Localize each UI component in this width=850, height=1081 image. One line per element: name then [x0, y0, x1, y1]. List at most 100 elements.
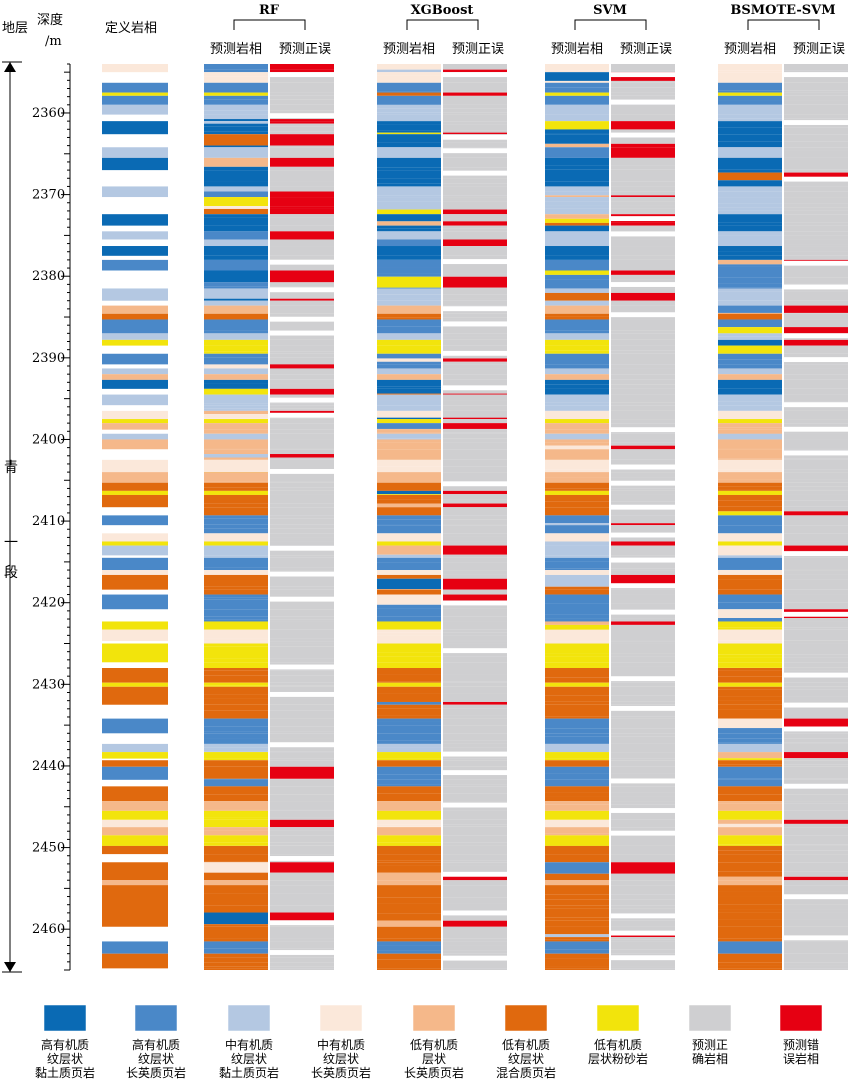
correctness-band [784, 968, 848, 970]
correctness-band [443, 968, 507, 970]
correctness-band [784, 479, 848, 483]
formation-char: 段 [4, 565, 18, 581]
correctness-band [784, 494, 848, 501]
defined-facies-band [102, 752, 168, 759]
predicted-facies-band [718, 569, 782, 571]
predicted-facies-band [204, 845, 268, 855]
predicted-facies-band [377, 718, 441, 722]
predicted-facies-band [377, 305, 441, 314]
correctness-band [784, 511, 848, 516]
predicted-facies-band [377, 743, 441, 748]
correctness-gap [443, 648, 507, 654]
model-bracket [574, 19, 647, 30]
predicted-facies-band [377, 903, 441, 914]
correctness-band [443, 439, 507, 443]
correctness-band [784, 305, 848, 313]
correctness-band [270, 574, 334, 587]
correctness-band [611, 201, 675, 206]
correctness-band [611, 926, 675, 935]
correctness-band [784, 255, 848, 260]
predicted-facies-band [545, 364, 609, 369]
correctness-band [784, 170, 848, 173]
legend-swatch-D [319, 1004, 363, 1032]
predicted-facies-band [545, 147, 609, 158]
correctness-band [270, 191, 334, 198]
correctness-band [443, 393, 507, 395]
correctness-band [784, 810, 848, 820]
correctness-band [784, 909, 848, 913]
correctness-band [443, 438, 507, 440]
legend-label: 预测正 [692, 1038, 728, 1052]
correctness-band [611, 937, 675, 940]
predicted-facies-band [204, 646, 268, 659]
predicted-facies-band [718, 170, 782, 173]
predicted-facies-band [377, 784, 441, 787]
predicted-facies-band [377, 733, 441, 741]
correctness-band [270, 537, 334, 542]
predicted-facies-band [204, 76, 268, 83]
correctness-band [784, 555, 848, 558]
depth-tick-label: 2380 [32, 269, 65, 284]
legend-swatch-E [412, 1004, 456, 1032]
correctness-band [784, 844, 848, 846]
correctness-band [270, 718, 334, 727]
correctness-band [784, 472, 848, 480]
predicted-facies-band [204, 525, 268, 529]
correctness-band [270, 962, 334, 967]
legend-label: 误岩相 [783, 1051, 819, 1066]
correctness-gap [443, 259, 507, 265]
correctness-gap [270, 468, 334, 474]
predicted-facies-band [545, 82, 609, 88]
correctness-gap [611, 830, 675, 836]
predicted-facies-band [545, 958, 609, 967]
predicted-facies-band [377, 82, 441, 92]
predicted-facies-band [545, 482, 609, 489]
correctness-band [611, 378, 675, 380]
predicted-facies-band [718, 752, 782, 759]
correctness-band [270, 599, 334, 610]
predicted-facies-band [545, 333, 609, 340]
defined-facies-column [102, 64, 168, 969]
correctness-band [611, 316, 675, 320]
predicted-facies-band [718, 246, 782, 252]
correctness-band [784, 489, 848, 491]
predicted-facies-band [377, 533, 441, 537]
predicted-facies-band [377, 632, 441, 636]
correctness-band [784, 742, 848, 744]
correctness-band [270, 751, 334, 753]
axis-arrow-top [4, 62, 16, 72]
correctness-band [270, 181, 334, 187]
predicted-facies-band [204, 333, 268, 340]
correctness-band [443, 897, 507, 904]
predicted-facies-band [718, 876, 782, 881]
predicted-facies-band [377, 652, 441, 657]
defined-facies-band [102, 319, 168, 334]
predicted-facies-band [545, 388, 609, 395]
predicted-facies-band [718, 494, 782, 501]
correctness-band [270, 383, 334, 389]
predicted-facies-band [545, 939, 609, 942]
predicted-facies-band [204, 872, 268, 881]
predicted-facies-band [718, 244, 782, 247]
correctness-band [270, 457, 334, 460]
predicted-facies-band [545, 677, 609, 683]
predicted-facies-band [377, 589, 441, 595]
predicted-facies-band [718, 525, 782, 534]
predicted-facies-band [718, 965, 782, 969]
defined-facies-band [102, 288, 168, 301]
predicted-facies-band [545, 533, 609, 542]
correctness-band [443, 779, 507, 785]
correctness-band [270, 255, 334, 260]
predicted-facies-band [545, 300, 609, 306]
predicted-facies-band [718, 368, 782, 375]
predicted-facies-band [377, 313, 441, 318]
correctness-band [784, 423, 848, 428]
predicted-facies-band [545, 937, 609, 940]
correctness-band [443, 814, 507, 820]
correctness-band [784, 448, 848, 450]
predicted-facies-band [377, 228, 441, 232]
predicted-facies-band [377, 374, 441, 380]
correctness-band [270, 305, 334, 314]
correctness-band [270, 403, 334, 406]
